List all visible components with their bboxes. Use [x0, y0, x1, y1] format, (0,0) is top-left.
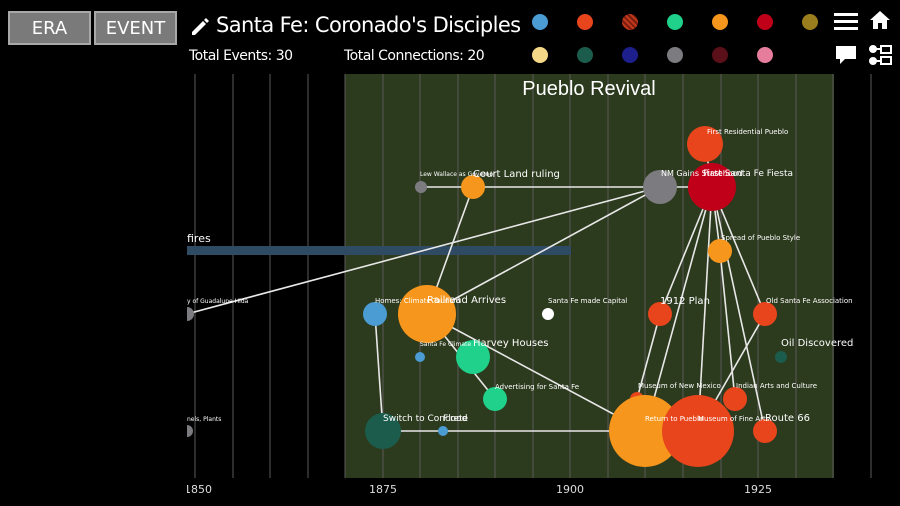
- event-label: Museum of Fine Arts: [698, 415, 770, 423]
- connections: [187, 143, 766, 432]
- axis-tick-label: 1875: [369, 483, 397, 496]
- event-label: Return to Pueblo: [645, 415, 703, 423]
- bar-event-label: fires: [187, 232, 211, 245]
- event-node[interactable]: [662, 395, 734, 467]
- event-label: First Residential Pueblo: [707, 128, 788, 136]
- color-swatch[interactable]: [622, 47, 638, 63]
- event-node[interactable]: [187, 307, 194, 321]
- event-label: Court Land ruling: [473, 169, 560, 180]
- color-swatch[interactable]: [757, 14, 773, 30]
- event-node[interactable]: [687, 126, 723, 162]
- color-swatch[interactable]: [577, 47, 593, 63]
- event-label: Museum of New Mexico: [638, 382, 721, 390]
- event-node[interactable]: [365, 413, 401, 449]
- connection-line: [374, 313, 384, 432]
- event-label: Harvey Houses: [473, 338, 548, 349]
- color-swatch[interactable]: [712, 47, 728, 63]
- axis-tick-label: 1850: [187, 483, 212, 496]
- connection-line: [636, 313, 661, 400]
- event-label: 1912 Plan: [660, 296, 710, 307]
- connection-line: [426, 186, 661, 315]
- event-node[interactable]: [363, 302, 387, 326]
- event-label: Old Santa Fe Association: [766, 297, 853, 305]
- event-node[interactable]: [775, 351, 787, 363]
- event-label: Oil Discovered: [781, 338, 853, 349]
- event-label: Route 66: [765, 413, 810, 424]
- event-node[interactable]: [609, 395, 681, 467]
- connection-line: [697, 186, 713, 432]
- color-swatch[interactable]: [712, 14, 728, 30]
- color-swatch[interactable]: [577, 14, 593, 30]
- era-band[interactable]: [345, 74, 834, 478]
- event-label: First Santa Fe Fiesta: [703, 169, 793, 179]
- connection-line: [187, 186, 661, 315]
- event-node[interactable]: [456, 340, 490, 374]
- event-label: y of Guadalupe Hida: [187, 298, 249, 305]
- bar-event[interactable]: [187, 246, 571, 255]
- event-label: Flood: [443, 414, 467, 424]
- axis-tick-label: 1900: [556, 483, 584, 496]
- event-label: Advertising for Santa Fe: [495, 383, 579, 391]
- timeline-canvas[interactable]: Pueblo Revival 1850 1875 1900 1925 fires First…: [187, 74, 900, 504]
- event-node[interactable]: [542, 308, 554, 320]
- menu-icon[interactable]: [833, 11, 859, 31]
- event-button[interactable]: EVENT: [94, 11, 177, 45]
- network-icon[interactable]: [866, 43, 894, 67]
- axis-tick-label: 1925: [744, 483, 772, 496]
- event-label: Indian Arts and Culture: [736, 382, 817, 390]
- page-title: Santa Fe: Coronado's Disciples: [216, 13, 521, 37]
- event-node[interactable]: [398, 285, 456, 343]
- event-node[interactable]: [723, 387, 747, 411]
- event-label: Homes: Climate Tourism: [375, 297, 460, 305]
- color-swatch[interactable]: [622, 14, 638, 30]
- connection-line: [426, 313, 646, 432]
- total-connections-stat: Total Connections: 20: [344, 48, 485, 64]
- color-swatch[interactable]: [532, 47, 548, 63]
- comment-icon[interactable]: [834, 44, 858, 66]
- event-label: Lew Wallace as Governor: [420, 171, 496, 178]
- event-node[interactable]: [643, 170, 677, 204]
- color-swatch[interactable]: [532, 14, 548, 30]
- event-label: Spread of Pueblo Style: [721, 234, 800, 242]
- event-node[interactable]: [648, 302, 672, 326]
- event-node[interactable]: [187, 425, 193, 437]
- event-node[interactable]: [438, 426, 448, 436]
- event-node[interactable]: [461, 175, 485, 199]
- event-label: Switch to Concrete: [383, 414, 469, 424]
- connection-line: [719, 250, 736, 400]
- event-node[interactable]: [708, 239, 732, 263]
- color-swatch[interactable]: [757, 47, 773, 63]
- event-node[interactable]: [483, 387, 507, 411]
- era-button[interactable]: ERA: [8, 11, 91, 45]
- event-node[interactable]: [415, 181, 427, 193]
- event-label: NM Gains Statehood: [661, 169, 743, 178]
- total-events-stat: Total Events: 30: [189, 48, 293, 64]
- era-label: Pueblo Revival: [522, 78, 655, 100]
- event-label: Santa Fe Climate: [420, 341, 471, 348]
- event-node[interactable]: [415, 352, 425, 362]
- connection-line: [711, 186, 766, 432]
- event-node[interactable]: [753, 419, 777, 443]
- event-node[interactable]: [753, 302, 777, 326]
- home-icon[interactable]: [869, 9, 891, 31]
- event-label: nels, Plants: [187, 416, 221, 423]
- event-label: Railroad Arrives: [427, 295, 506, 306]
- connection-line: [644, 186, 713, 432]
- color-swatch[interactable]: [802, 14, 818, 30]
- color-swatch[interactable]: [667, 47, 683, 63]
- event-node[interactable]: [688, 163, 736, 211]
- color-swatch[interactable]: [667, 14, 683, 30]
- event-label: Santa Fe made Capital: [548, 297, 627, 305]
- pencil-icon[interactable]: [189, 15, 211, 37]
